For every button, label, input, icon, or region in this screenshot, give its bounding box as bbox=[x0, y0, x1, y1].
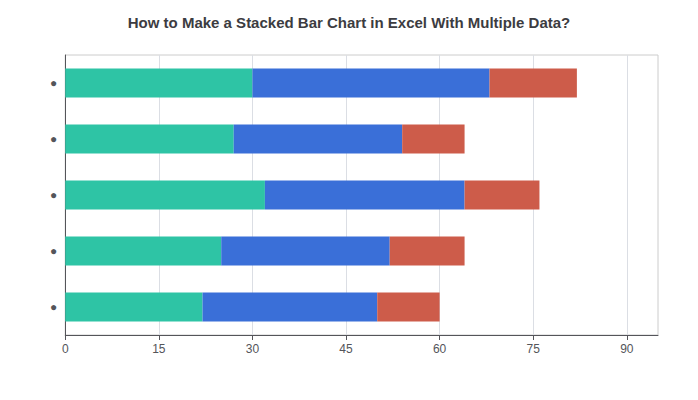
svg-text:75: 75 bbox=[527, 342, 541, 356]
svg-text:0: 0 bbox=[62, 342, 69, 356]
svg-text:30: 30 bbox=[246, 342, 260, 356]
svg-text:●: ● bbox=[50, 76, 57, 90]
svg-text:90: 90 bbox=[620, 342, 634, 356]
svg-text:●: ● bbox=[50, 300, 57, 314]
svg-text:15: 15 bbox=[152, 342, 166, 356]
svg-text:60: 60 bbox=[433, 342, 447, 356]
svg-text:●: ● bbox=[50, 244, 57, 258]
svg-text:●: ● bbox=[50, 188, 57, 202]
svg-text:45: 45 bbox=[339, 342, 353, 356]
svg-text:●: ● bbox=[50, 132, 57, 146]
svg-text:How to Make a Stacked Bar Char: How to Make a Stacked Bar Chart in Excel… bbox=[128, 14, 570, 31]
